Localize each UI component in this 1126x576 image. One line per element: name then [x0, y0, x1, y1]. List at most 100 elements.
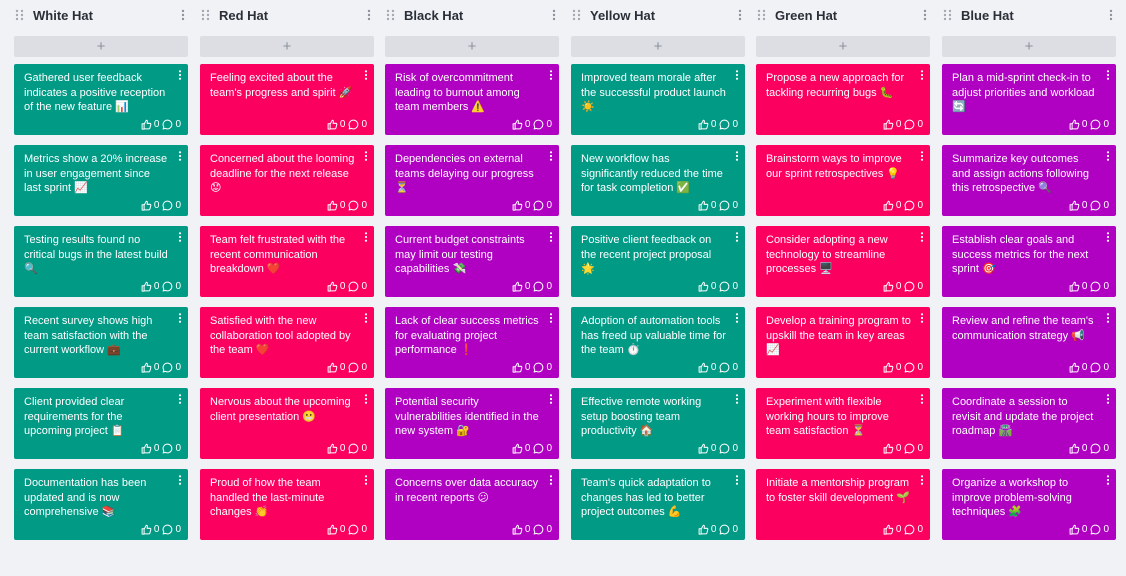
card-menu-icon[interactable] [178, 232, 182, 242]
like-button[interactable]: 0 [512, 524, 530, 535]
like-button[interactable]: 0 [327, 524, 345, 535]
like-button[interactable]: 0 [327, 281, 345, 292]
like-button[interactable]: 0 [327, 362, 345, 373]
like-button[interactable]: 0 [141, 362, 159, 373]
retro-card[interactable]: New workflow has significantly reduced t… [571, 145, 745, 216]
like-button[interactable]: 0 [698, 281, 716, 292]
like-button[interactable]: 0 [883, 362, 901, 373]
comment-button[interactable]: 0 [719, 200, 738, 211]
comment-button[interactable]: 0 [719, 524, 738, 535]
like-button[interactable]: 0 [141, 200, 159, 211]
like-button[interactable]: 0 [141, 119, 159, 130]
comment-button[interactable]: 0 [348, 443, 367, 454]
card-menu-icon[interactable] [178, 313, 182, 323]
drag-handle-icon[interactable] [15, 9, 24, 21]
like-button[interactable]: 0 [698, 524, 716, 535]
card-menu-icon[interactable] [178, 70, 182, 80]
card-menu-icon[interactable] [920, 232, 924, 242]
card-menu-icon[interactable] [364, 394, 368, 404]
card-menu-icon[interactable] [549, 151, 553, 161]
retro-card[interactable]: Client provided clear requirements for t… [14, 388, 188, 459]
like-button[interactable]: 0 [512, 200, 530, 211]
drag-handle-icon[interactable] [943, 9, 952, 21]
retro-card[interactable]: Establish clear goals and success metric… [942, 226, 1116, 297]
card-menu-icon[interactable] [1106, 70, 1110, 80]
like-button[interactable]: 0 [1069, 443, 1087, 454]
retro-card[interactable]: Documentation has been updated and is no… [14, 469, 188, 540]
comment-button[interactable]: 0 [1090, 281, 1109, 292]
comment-button[interactable]: 0 [162, 524, 181, 535]
retro-card[interactable]: Organize a workshop to improve problem-s… [942, 469, 1116, 540]
retro-card[interactable]: Initiate a mentorship program to foster … [756, 469, 930, 540]
card-menu-icon[interactable] [178, 151, 182, 161]
like-button[interactable]: 0 [512, 281, 530, 292]
column-menu-icon[interactable] [180, 8, 186, 22]
comment-button[interactable]: 0 [533, 281, 552, 292]
comment-button[interactable]: 0 [904, 524, 923, 535]
like-button[interactable]: 0 [883, 281, 901, 292]
add-card-button[interactable]: + [571, 36, 745, 57]
comment-button[interactable]: 0 [348, 362, 367, 373]
retro-card[interactable]: Experiment with flexible working hours t… [756, 388, 930, 459]
card-menu-icon[interactable] [920, 151, 924, 161]
like-button[interactable]: 0 [698, 200, 716, 211]
card-menu-icon[interactable] [549, 232, 553, 242]
card-menu-icon[interactable] [549, 475, 553, 485]
card-menu-icon[interactable] [1106, 475, 1110, 485]
add-card-button[interactable]: + [14, 36, 188, 57]
retro-card[interactable]: Current budget constraints may limit our… [385, 226, 559, 297]
card-menu-icon[interactable] [364, 313, 368, 323]
comment-button[interactable]: 0 [162, 281, 181, 292]
drag-handle-icon[interactable] [386, 9, 395, 21]
add-card-button[interactable]: + [942, 36, 1116, 57]
column-menu-icon[interactable] [737, 8, 743, 22]
comment-button[interactable]: 0 [1090, 443, 1109, 454]
comment-button[interactable]: 0 [348, 119, 367, 130]
retro-card[interactable]: Recent survey shows high team satisfacti… [14, 307, 188, 378]
comment-button[interactable]: 0 [1090, 362, 1109, 373]
comment-button[interactable]: 0 [533, 200, 552, 211]
like-button[interactable]: 0 [327, 443, 345, 454]
retro-card[interactable]: Gathered user feedback indicates a posit… [14, 64, 188, 135]
retro-card[interactable]: Coordinate a session to revisit and upda… [942, 388, 1116, 459]
retro-card[interactable]: Testing results found no critical bugs i… [14, 226, 188, 297]
column-menu-icon[interactable] [551, 8, 557, 22]
comment-button[interactable]: 0 [533, 119, 552, 130]
card-menu-icon[interactable] [735, 475, 739, 485]
retro-card[interactable]: Nervous about the upcoming client presen… [200, 388, 374, 459]
like-button[interactable]: 0 [1069, 200, 1087, 211]
retro-card[interactable]: Proud of how the team handled the last-m… [200, 469, 374, 540]
comment-button[interactable]: 0 [1090, 119, 1109, 130]
card-menu-icon[interactable] [735, 70, 739, 80]
card-menu-icon[interactable] [1106, 313, 1110, 323]
card-menu-icon[interactable] [364, 70, 368, 80]
retro-card[interactable]: Brainstorm ways to improve our sprint re… [756, 145, 930, 216]
like-button[interactable]: 0 [141, 443, 159, 454]
comment-button[interactable]: 0 [533, 524, 552, 535]
card-menu-icon[interactable] [549, 394, 553, 404]
add-card-button[interactable]: + [200, 36, 374, 57]
comment-button[interactable]: 0 [904, 200, 923, 211]
comment-button[interactable]: 0 [348, 524, 367, 535]
retro-card[interactable]: Lack of clear success metrics for evalua… [385, 307, 559, 378]
card-menu-icon[interactable] [735, 313, 739, 323]
add-card-button[interactable]: + [756, 36, 930, 57]
like-button[interactable]: 0 [512, 362, 530, 373]
retro-card[interactable]: Positive client feedback on the recent p… [571, 226, 745, 297]
card-menu-icon[interactable] [920, 394, 924, 404]
retro-card[interactable]: Team felt frustrated with the recent com… [200, 226, 374, 297]
card-menu-icon[interactable] [549, 70, 553, 80]
like-button[interactable]: 0 [512, 443, 530, 454]
comment-button[interactable]: 0 [904, 281, 923, 292]
card-menu-icon[interactable] [920, 70, 924, 80]
comment-button[interactable]: 0 [904, 119, 923, 130]
like-button[interactable]: 0 [512, 119, 530, 130]
like-button[interactable]: 0 [883, 443, 901, 454]
like-button[interactable]: 0 [327, 119, 345, 130]
card-menu-icon[interactable] [364, 232, 368, 242]
comment-button[interactable]: 0 [162, 362, 181, 373]
retro-card[interactable]: Metrics show a 20% increase in user enga… [14, 145, 188, 216]
like-button[interactable]: 0 [141, 281, 159, 292]
retro-card[interactable]: Effective remote working setup boosting … [571, 388, 745, 459]
column-menu-icon[interactable] [1108, 8, 1114, 22]
